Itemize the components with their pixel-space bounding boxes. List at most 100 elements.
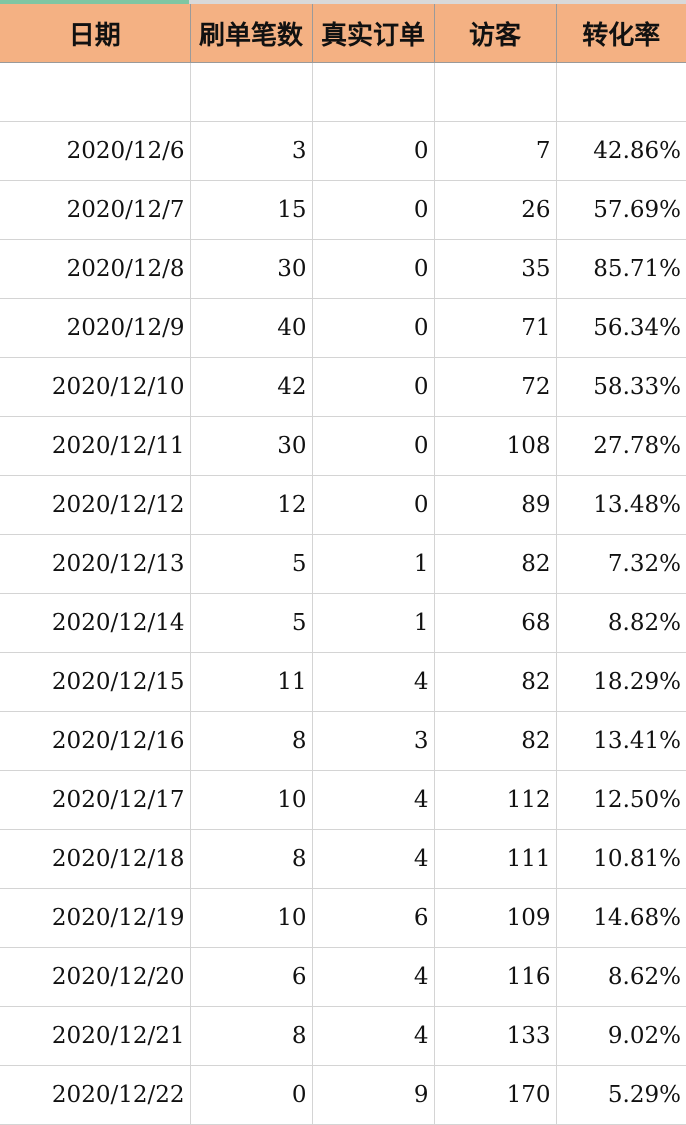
conversion-rate-cell[interactable]: 13.48%	[555, 475, 686, 535]
fake-orders-cell[interactable]: 42	[189, 357, 313, 417]
date-cell[interactable]	[0, 62, 191, 122]
real-orders-cell[interactable]: 0	[311, 121, 435, 181]
fake-orders-cell[interactable]: 10	[189, 888, 313, 948]
real-orders-cell[interactable]: 0	[311, 416, 435, 476]
date-cell[interactable]: 2020/12/17	[0, 770, 191, 830]
date-cell[interactable]: 2020/12/9	[0, 298, 191, 358]
table-row: 2020/12/18 8 4 111 10.81%	[0, 829, 686, 889]
real-orders-cell[interactable]: 4	[311, 947, 435, 1007]
fake-orders-cell[interactable]: 11	[189, 652, 313, 712]
real-orders-cell[interactable]: 4	[311, 1006, 435, 1066]
visitors-cell[interactable]: 82	[433, 652, 557, 712]
header-cell-fake-orders[interactable]: 刷单笔数	[189, 4, 313, 63]
visitors-cell[interactable]: 112	[433, 770, 557, 830]
date-cell[interactable]: 2020/12/8	[0, 239, 191, 299]
header-cell-conversion-rate[interactable]: 转化率	[555, 4, 686, 63]
fake-orders-cell[interactable]: 30	[189, 416, 313, 476]
visitors-cell[interactable]	[433, 62, 557, 122]
date-cell[interactable]: 2020/12/10	[0, 357, 191, 417]
conversion-rate-cell[interactable]: 56.34%	[555, 298, 686, 358]
visitors-cell[interactable]: 71	[433, 298, 557, 358]
fake-orders-cell[interactable]: 40	[189, 298, 313, 358]
date-cell[interactable]: 2020/12/19	[0, 888, 191, 948]
fake-orders-cell[interactable]: 8	[189, 1006, 313, 1066]
date-cell[interactable]: 2020/12/12	[0, 475, 191, 535]
date-cell[interactable]: 2020/12/7	[0, 180, 191, 240]
conversion-rate-cell[interactable]: 27.78%	[555, 416, 686, 476]
real-orders-cell[interactable]: 4	[311, 770, 435, 830]
real-orders-cell[interactable]: 0	[311, 475, 435, 535]
header-cell-date[interactable]: 日期	[0, 4, 191, 63]
conversion-rate-cell[interactable]: 58.33%	[555, 357, 686, 417]
real-orders-cell[interactable]: 4	[311, 652, 435, 712]
spreadsheet-grid[interactable]: 日期 刷单笔数 真实订单 访客 转化率 2020/12/6 3 0 7 42.86% 20…	[0, 4, 686, 1125]
date-cell[interactable]: 2020/12/6	[0, 121, 191, 181]
real-orders-cell[interactable]: 0	[311, 298, 435, 358]
conversion-rate-cell[interactable]: 12.50%	[555, 770, 686, 830]
visitors-cell[interactable]: 133	[433, 1006, 557, 1066]
table-row: 2020/12/13 5 1 82 7.32%	[0, 534, 686, 594]
conversion-rate-cell[interactable]: 9.02%	[555, 1006, 686, 1066]
visitors-cell[interactable]: 35	[433, 239, 557, 299]
visitors-cell[interactable]: 89	[433, 475, 557, 535]
date-cell[interactable]: 2020/12/22	[0, 1065, 191, 1125]
date-cell[interactable]: 2020/12/21	[0, 1006, 191, 1066]
conversion-rate-cell[interactable]	[555, 62, 686, 122]
conversion-rate-cell[interactable]: 7.32%	[555, 534, 686, 594]
real-orders-cell[interactable]	[311, 62, 435, 122]
visitors-cell[interactable]: 108	[433, 416, 557, 476]
real-orders-cell[interactable]: 0	[311, 239, 435, 299]
real-orders-cell[interactable]: 3	[311, 711, 435, 771]
conversion-rate-cell[interactable]: 14.68%	[555, 888, 686, 948]
visitors-cell[interactable]: 116	[433, 947, 557, 1007]
fake-orders-cell[interactable]: 0	[189, 1065, 313, 1125]
real-orders-cell[interactable]: 0	[311, 180, 435, 240]
visitors-cell[interactable]: 68	[433, 593, 557, 653]
real-orders-cell[interactable]: 9	[311, 1065, 435, 1125]
table-row: 2020/12/14 5 1 68 8.82%	[0, 593, 686, 653]
visitors-cell[interactable]: 170	[433, 1065, 557, 1125]
real-orders-cell[interactable]: 0	[311, 357, 435, 417]
real-orders-cell[interactable]: 1	[311, 593, 435, 653]
header-cell-real-orders[interactable]: 真实订单	[311, 4, 435, 63]
fake-orders-cell[interactable]	[189, 62, 313, 122]
real-orders-cell[interactable]: 1	[311, 534, 435, 594]
visitors-cell[interactable]: 82	[433, 534, 557, 594]
conversion-rate-cell[interactable]: 85.71%	[555, 239, 686, 299]
fake-orders-cell[interactable]: 15	[189, 180, 313, 240]
fake-orders-cell[interactable]: 6	[189, 947, 313, 1007]
fake-orders-cell[interactable]: 8	[189, 829, 313, 889]
visitors-cell[interactable]: 111	[433, 829, 557, 889]
date-cell[interactable]: 2020/12/13	[0, 534, 191, 594]
fake-orders-cell[interactable]: 10	[189, 770, 313, 830]
date-cell[interactable]: 2020/12/15	[0, 652, 191, 712]
conversion-rate-cell[interactable]: 42.86%	[555, 121, 686, 181]
conversion-rate-cell[interactable]: 5.29%	[555, 1065, 686, 1125]
fake-orders-cell[interactable]: 5	[189, 593, 313, 653]
visitors-cell[interactable]: 26	[433, 180, 557, 240]
visitors-cell[interactable]: 72	[433, 357, 557, 417]
fake-orders-cell[interactable]: 8	[189, 711, 313, 771]
visitors-cell[interactable]: 109	[433, 888, 557, 948]
fake-orders-cell[interactable]: 3	[189, 121, 313, 181]
conversion-rate-cell[interactable]: 57.69%	[555, 180, 686, 240]
conversion-rate-cell[interactable]: 18.29%	[555, 652, 686, 712]
table-row: 2020/12/9 40 0 71 56.34%	[0, 298, 686, 358]
header-cell-visitors[interactable]: 访客	[433, 4, 557, 63]
date-cell[interactable]: 2020/12/16	[0, 711, 191, 771]
conversion-rate-cell[interactable]: 8.82%	[555, 593, 686, 653]
fake-orders-cell[interactable]: 5	[189, 534, 313, 594]
real-orders-cell[interactable]: 4	[311, 829, 435, 889]
date-cell[interactable]: 2020/12/20	[0, 947, 191, 1007]
real-orders-cell[interactable]: 6	[311, 888, 435, 948]
fake-orders-cell[interactable]: 30	[189, 239, 313, 299]
conversion-rate-cell[interactable]: 13.41%	[555, 711, 686, 771]
date-cell[interactable]: 2020/12/18	[0, 829, 191, 889]
visitors-cell[interactable]: 7	[433, 121, 557, 181]
date-cell[interactable]: 2020/12/11	[0, 416, 191, 476]
conversion-rate-cell[interactable]: 10.81%	[555, 829, 686, 889]
visitors-cell[interactable]: 82	[433, 711, 557, 771]
conversion-rate-cell[interactable]: 8.62%	[555, 947, 686, 1007]
date-cell[interactable]: 2020/12/14	[0, 593, 191, 653]
fake-orders-cell[interactable]: 12	[189, 475, 313, 535]
